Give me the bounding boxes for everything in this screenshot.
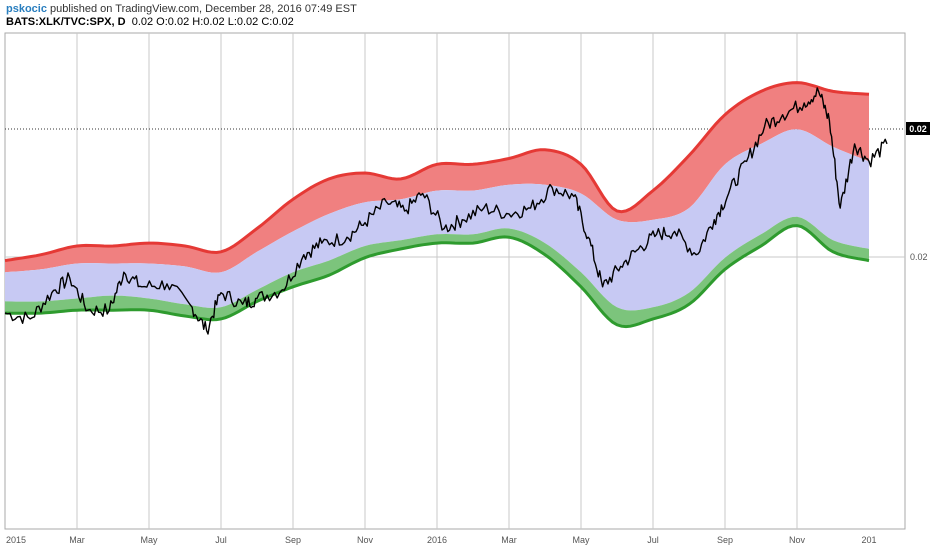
bands <box>4 81 870 329</box>
x-tick-label: Jul <box>647 535 659 545</box>
price-series <box>4 87 888 335</box>
author-link[interactable]: pskocic <box>6 3 47 15</box>
symbol-line: BATS:XLK/TVC:SPX, D 0.02 O:0.02 H:0.02 L… <box>6 16 294 28</box>
x-tick-label: Nov <box>789 535 806 545</box>
x-tick-label: Sep <box>717 535 733 545</box>
lower-band-fill <box>5 216 869 327</box>
x-tick-label: 2016 <box>427 535 447 545</box>
last-value-label: 0.02 <box>909 124 927 134</box>
x-tick-label: Nov <box>357 535 374 545</box>
x-tick-label: May <box>140 535 158 545</box>
upper-band-fill <box>5 82 869 273</box>
price-line <box>4 87 888 335</box>
middle-band-fill <box>5 129 869 311</box>
x-tick-label: Mar <box>501 535 517 545</box>
x-tick-label: Mar <box>69 535 85 545</box>
x-tick-label: 201 <box>861 535 876 545</box>
symbol-name: BATS:XLK/TVC:SPX, D <box>6 16 126 28</box>
ohlc-values: 0.02 O:0.02 H:0.02 L:0.02 C:0.02 <box>131 16 294 28</box>
x-tick-label: Sep <box>285 535 301 545</box>
axes: 2015 Mar May Jul Sep Nov 2016 Mar May Jul Sep Nov 20… <box>6 122 930 545</box>
published-text: published on TradingView.com, December 2… <box>46 3 357 15</box>
x-tick-label: 2015 <box>6 535 26 545</box>
y-tick-label: 0.02 <box>910 252 928 262</box>
upper-band-line <box>4 81 870 263</box>
x-tick-label: May <box>572 535 590 545</box>
lower-band-line <box>5 224 870 329</box>
last-value-box <box>906 122 930 135</box>
publisher-line: pskocic published on TradingView.com, De… <box>6 3 357 15</box>
x-tick-label: Jul <box>215 535 227 545</box>
